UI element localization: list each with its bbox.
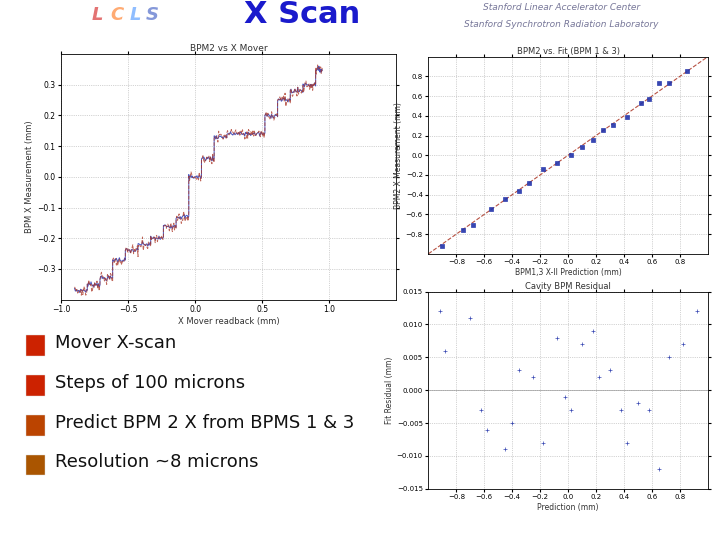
Point — [506, 418, 518, 427]
Text: L: L — [91, 6, 103, 24]
Point — [597, 125, 608, 134]
Point — [551, 159, 562, 167]
Text: S: S — [146, 6, 159, 24]
Point — [513, 366, 525, 375]
Text: Beam Position & Charge Monitors: Beam Position & Charge Monitors — [11, 528, 220, 540]
Point — [537, 165, 549, 173]
Point — [439, 347, 451, 355]
Bar — [27, 375, 45, 396]
Y-axis label: Fit Residual (mm): Fit Residual (mm) — [385, 356, 394, 424]
Title: BPM2 vs. Fit (BPM 1 & 3): BPM2 vs. Fit (BPM 1 & 3) — [516, 47, 620, 56]
Point — [663, 79, 675, 87]
Point — [458, 225, 469, 234]
Point — [663, 353, 675, 362]
Point — [436, 242, 448, 251]
X-axis label: Prediction (mm): Prediction (mm) — [537, 503, 599, 512]
Point — [593, 373, 605, 381]
Point — [565, 151, 577, 159]
Point — [588, 327, 599, 335]
Point — [551, 333, 562, 342]
Text: Predict BPM 2 X from BPMS 1 & 3: Predict BPM 2 X from BPMS 1 & 3 — [55, 414, 354, 431]
Point — [607, 120, 618, 129]
Point — [653, 79, 665, 87]
Point — [576, 143, 588, 151]
Point — [527, 373, 539, 381]
Point — [588, 136, 599, 144]
Text: July 11, 2007: July 11, 2007 — [11, 508, 93, 521]
Point — [559, 393, 571, 401]
Point — [644, 94, 655, 103]
Point — [467, 220, 479, 229]
Point — [500, 194, 511, 203]
Point — [621, 438, 632, 447]
Point — [690, 307, 702, 315]
Bar — [27, 415, 45, 436]
Point — [464, 314, 476, 322]
Point — [500, 445, 511, 454]
Y-axis label: BPM X Measurement (mm): BPM X Measurement (mm) — [25, 120, 35, 233]
Text: X Scan: X Scan — [244, 1, 361, 30]
Point — [434, 307, 446, 315]
Text: Stanford Linear Accelerator Center: Stanford Linear Accelerator Center — [483, 3, 640, 12]
Y-axis label: BPM2 X Measurement (mm): BPM2 X Measurement (mm) — [394, 102, 403, 208]
Point — [513, 187, 525, 195]
Point — [616, 406, 627, 414]
Point — [565, 406, 577, 414]
Text: Steps of 100 microns: Steps of 100 microns — [55, 374, 245, 392]
Text: 22: 22 — [385, 510, 403, 524]
Point — [604, 366, 616, 375]
Title: Cavity BPM Residual: Cavity BPM Residual — [525, 282, 611, 291]
Point — [481, 426, 492, 434]
Point — [485, 205, 497, 214]
Point — [576, 340, 588, 348]
Bar — [27, 335, 45, 356]
Title: BPM2 vs X Mover: BPM2 vs X Mover — [190, 44, 267, 53]
Point — [644, 406, 655, 414]
Text: C: C — [110, 6, 123, 24]
Point — [476, 406, 487, 414]
Point — [681, 67, 693, 76]
X-axis label: X Mover readback (mm): X Mover readback (mm) — [178, 317, 279, 326]
Point — [632, 399, 644, 408]
Point — [523, 179, 535, 187]
Text: Resolution ~8 microns: Resolution ~8 microns — [55, 454, 258, 471]
Point — [677, 340, 688, 348]
Bar — [27, 455, 45, 476]
Point — [653, 464, 665, 473]
Text: L: L — [130, 6, 141, 24]
Text: Mover X-scan: Mover X-scan — [55, 334, 176, 352]
Point — [537, 438, 549, 447]
Point — [621, 112, 632, 121]
X-axis label: BPM1,3 X-II Prediction (mm): BPM1,3 X-II Prediction (mm) — [515, 268, 621, 277]
Text: Stanford Synchrotron Radiation Laboratory: Stanford Synchrotron Radiation Laborator… — [464, 20, 659, 29]
Point — [635, 99, 647, 107]
